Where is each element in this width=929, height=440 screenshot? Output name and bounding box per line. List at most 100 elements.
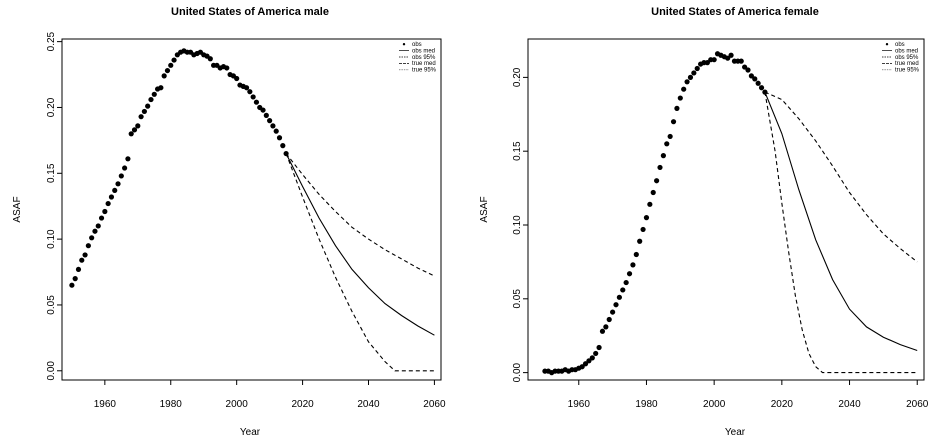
male-obs-point	[270, 123, 276, 129]
male-series-line-obs-95-	[285, 153, 435, 277]
male-obs-point	[247, 89, 253, 95]
female-x-tick-label: 2060	[906, 399, 929, 410]
female-obs-point	[582, 361, 589, 367]
male-obs-point	[280, 143, 286, 149]
male-obs-point	[250, 94, 256, 100]
female-obs-point	[586, 358, 592, 364]
male-legend-label: true 95%	[412, 68, 437, 74]
male-y-tick-label: 0.25	[46, 31, 57, 51]
female-series-line-obs-95-	[764, 92, 918, 374]
male-obs-point	[95, 223, 101, 229]
female-obs-point	[725, 55, 731, 61]
male-obs-point	[135, 123, 141, 129]
female-obs-point	[640, 226, 646, 233]
male-obs-point	[207, 56, 213, 62]
male-series-line-obs-med	[285, 153, 435, 336]
female-obs-point	[647, 201, 653, 207]
male-obs-point	[253, 99, 260, 105]
male-obs-point	[224, 65, 230, 71]
male-y-axis-label: ASAF	[12, 196, 23, 222]
male-obs-point	[131, 127, 138, 133]
male-obs-point	[82, 252, 88, 258]
male-obs-point	[89, 235, 95, 241]
female-obs-point	[650, 189, 656, 196]
female-y-tick-label: 0.00	[512, 362, 523, 382]
female-obs-point	[691, 70, 697, 76]
female-obs-point	[626, 271, 633, 277]
male-obs-point	[171, 57, 177, 63]
female-obs-point	[643, 215, 650, 221]
male-x-tick-label: 2040	[357, 399, 380, 410]
female-legend-marker	[885, 43, 889, 46]
male-obs-point	[276, 135, 283, 141]
female-obs-point	[687, 74, 694, 80]
male-obs-point	[161, 73, 167, 79]
female-obs-point	[758, 85, 765, 91]
female-obs-point	[579, 364, 585, 370]
male-legend-marker	[402, 43, 406, 46]
male-x-tick-label: 2000	[226, 399, 249, 410]
female-y-tick-label: 0.15	[512, 141, 523, 161]
female-series-line-obs-med	[764, 91, 918, 352]
male-chart-panel: United States of America male Year ASAF 196…	[12, 6, 446, 438]
female-obs-point	[728, 52, 734, 58]
male-obs-point	[118, 173, 124, 179]
female-x-tick-label: 1980	[635, 399, 658, 410]
female-obs-point	[610, 309, 616, 315]
male-y-tick-label: 0.20	[46, 97, 57, 117]
female-x-axis-label: Year	[725, 427, 746, 438]
male-obs-point	[234, 75, 240, 82]
female-obs-point	[755, 80, 761, 86]
male-series-line-obs-95-	[285, 153, 435, 372]
female-obs-point	[670, 119, 677, 125]
female-chart-title: United States of America female	[651, 6, 819, 18]
male-obs-point	[122, 165, 128, 171]
male-obs-point	[75, 266, 82, 273]
male-obs-point	[145, 103, 151, 109]
male-obs-point	[164, 67, 171, 74]
female-obs-point	[613, 302, 619, 308]
female-obs-point	[633, 251, 639, 258]
female-obs-point	[596, 344, 602, 351]
female-obs-point	[660, 153, 666, 159]
female-obs-point	[704, 60, 710, 66]
female-obs-point	[681, 86, 687, 92]
male-obs-point	[263, 112, 269, 118]
female-legend-label: obs	[895, 42, 905, 48]
female-obs-point	[711, 57, 717, 63]
male-obs-point	[260, 107, 266, 113]
female-series-line-obs-95-	[764, 91, 918, 263]
male-x-axis-label: Year	[240, 427, 261, 438]
male-obs-point	[69, 282, 75, 288]
male-y-tick-label: 0.00	[46, 361, 57, 381]
female-y-axis-label: ASAF	[479, 196, 490, 222]
female-legend-label: obs 95%	[895, 55, 919, 61]
male-obs-point	[102, 208, 108, 215]
female-chart-panel: United States of America female Year ASAF 1…	[479, 6, 929, 438]
male-chart-title: United States of America male	[171, 6, 329, 18]
male-obs-point	[243, 85, 250, 91]
female-legend-label: true 95%	[895, 68, 920, 74]
female-obs-point	[599, 328, 606, 334]
male-obs-point	[148, 96, 154, 103]
female-obs-point	[657, 164, 663, 171]
female-obs-point	[630, 262, 636, 268]
female-obs-point	[637, 238, 643, 244]
female-obs-point	[664, 141, 670, 147]
male-obs-point	[112, 187, 118, 194]
male-y-tick-label: 0.15	[46, 163, 57, 183]
male-y-tick-label: 0.10	[46, 229, 57, 249]
female-obs-point	[742, 64, 748, 70]
female-obs-point	[745, 67, 751, 73]
male-x-tick-label: 2060	[423, 399, 446, 410]
male-obs-point	[128, 131, 134, 137]
female-obs-point	[748, 73, 754, 79]
female-obs-point	[603, 324, 609, 330]
male-x-tick-label: 1980	[160, 399, 183, 410]
female-obs-point	[589, 355, 595, 361]
male-obs-point	[125, 156, 131, 162]
female-x-tick-label: 2000	[703, 399, 726, 410]
male-obs-point	[273, 128, 279, 134]
female-y-tick-label: 0.10	[512, 215, 523, 235]
